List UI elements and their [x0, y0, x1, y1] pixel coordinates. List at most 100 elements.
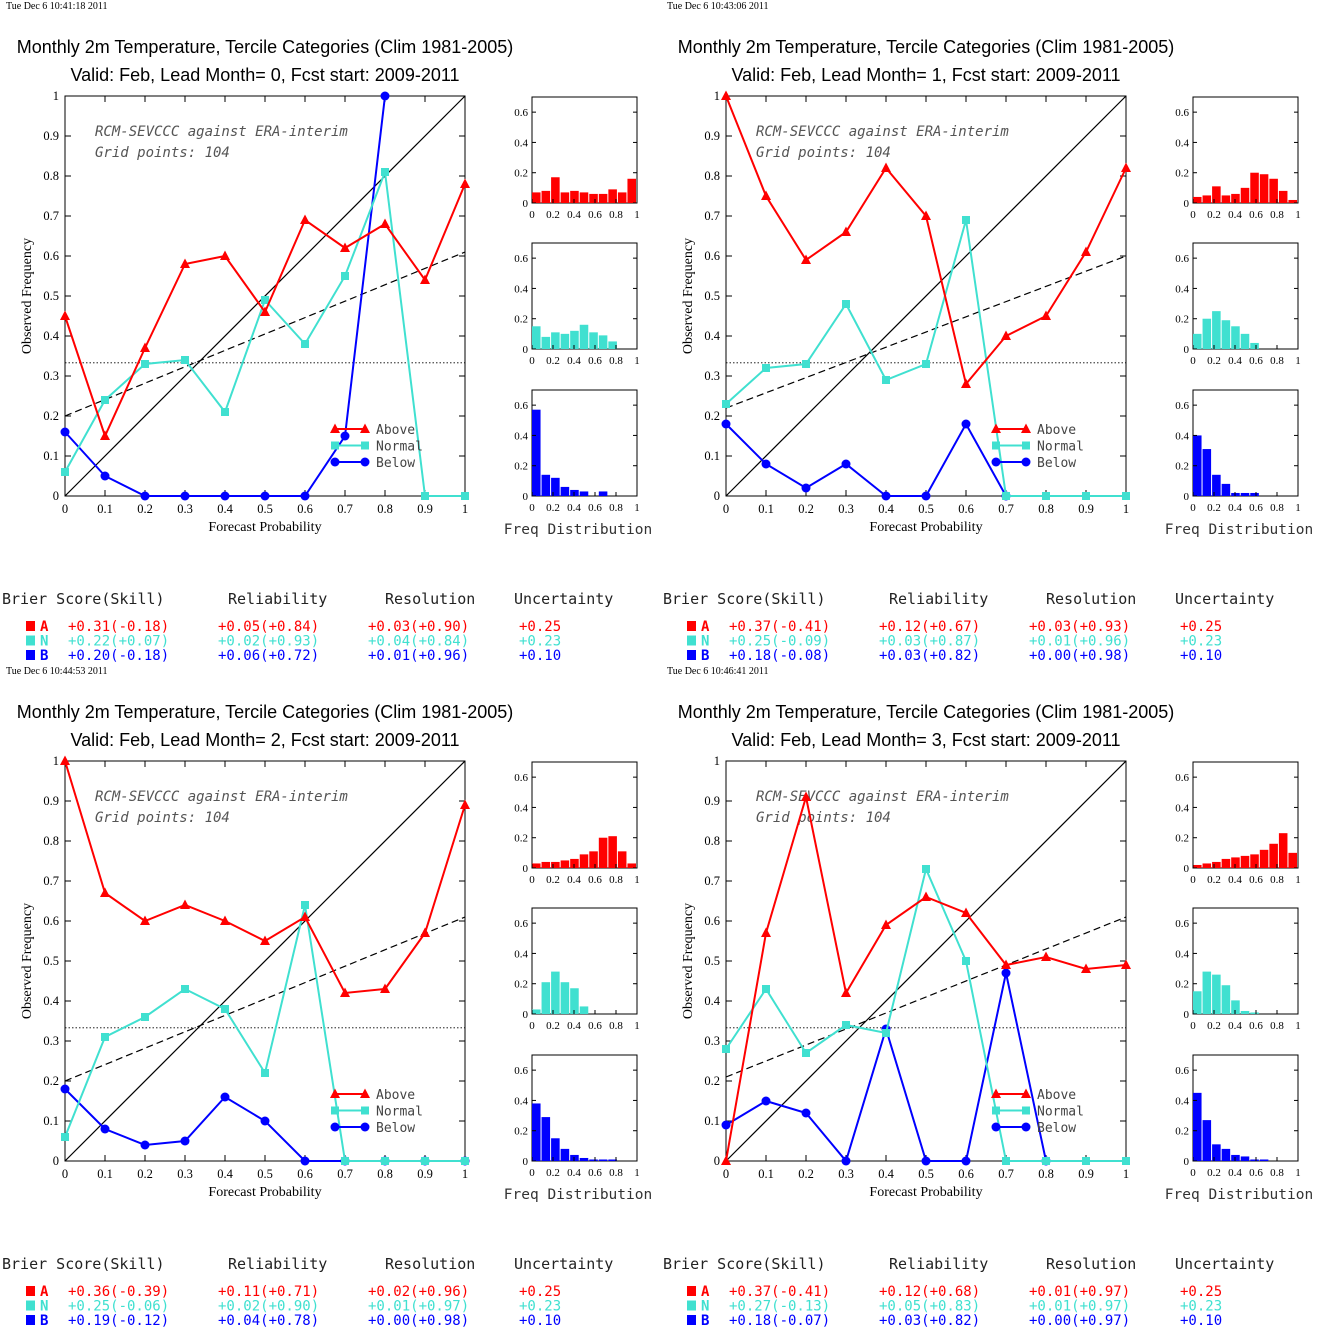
resolution-score: +0.00(+0.98) [1029, 648, 1130, 664]
y-tick-label: 0.9 [43, 794, 59, 808]
hist-x-tick-label: 0.4 [1228, 874, 1242, 886]
histogram-bar [627, 863, 636, 868]
annotation-source: RCM-SEVCCC against ERA-interim [756, 789, 1009, 805]
x-tick-label: 1 [462, 1167, 468, 1181]
score-swatch-a [26, 621, 35, 631]
histogram-bar [1193, 435, 1202, 496]
hist-y-tick-label: 0 [1184, 1009, 1190, 1021]
hist-x-tick-label: 0 [529, 1020, 535, 1032]
hist-x-tick-label: 0.8 [609, 1167, 623, 1179]
uncertainty-score: +0.25 [519, 619, 561, 635]
x-tick-label: 1 [1123, 1167, 1129, 1181]
hist-x-tick-label: 1 [1295, 1020, 1301, 1032]
reliability-score: +0.02(+0.90) [218, 1299, 319, 1315]
y-tick-label: 0.1 [43, 1114, 59, 1128]
histogram-caption: Freq Distribution [504, 1187, 652, 1203]
legend-marker-normal [1022, 441, 1030, 450]
y-tick-label: 1 [714, 754, 720, 768]
above-point [380, 218, 390, 228]
hist-y-tick-label: 0.2 [514, 168, 528, 180]
histogram-bar [1231, 193, 1240, 203]
y-tick-label: 0.2 [704, 1074, 720, 1088]
y-tick-label: 0.7 [43, 209, 59, 223]
x-tick-label: 0.1 [97, 1167, 113, 1181]
above-point [881, 919, 891, 929]
score-category: N [40, 1299, 48, 1315]
histogram-bar [1240, 187, 1250, 203]
normal-point [842, 1021, 850, 1029]
score-header: Brier Score(Skill) [663, 1255, 826, 1273]
y-tick-label: 0.3 [43, 1034, 59, 1048]
histogram-normal: 0 0.2 0.4 0.6 0 0.2 0.4 0.6 0.8 1 [514, 242, 640, 367]
normal-point [1082, 492, 1090, 500]
perfect-reliability-line [64, 760, 466, 1162]
hist-x-tick-label: 1 [1295, 355, 1301, 367]
histogram-bar [598, 335, 608, 349]
brier-score: +0.36(-0.39) [68, 1284, 169, 1300]
y-tick-label: 0.8 [704, 169, 720, 183]
histogram-frame [1192, 96, 1299, 204]
y-tick-label: 0.6 [704, 249, 720, 263]
histogram-bar [589, 851, 598, 868]
histogram-bar [1240, 1156, 1250, 1161]
legend-marker-below [991, 457, 1001, 467]
legend-label-above: Above [1037, 423, 1076, 438]
histogram-bar [551, 177, 560, 203]
above-point [420, 927, 430, 937]
y-tick-label: 1 [714, 89, 720, 103]
below-point [881, 491, 891, 501]
y-axis-label: Observed Frequency [681, 238, 696, 354]
hist-x-tick-label: 0.4 [567, 874, 581, 886]
score-header: Resolution [1046, 590, 1136, 608]
score-header: Uncertainty [1175, 590, 1274, 608]
above-point [921, 891, 931, 901]
x-tick-label: 0.2 [137, 502, 153, 516]
hist-x-tick-label: 0.2 [1207, 209, 1221, 221]
y-tick-label: 0 [714, 489, 720, 503]
histogram-bar [532, 326, 541, 349]
y-tick-label: 0.2 [43, 1074, 59, 1088]
x-tick-label: 0.6 [297, 1167, 313, 1181]
normal-point [301, 340, 309, 348]
histogram-bar [1231, 326, 1240, 349]
histogram-bar [608, 341, 617, 349]
normal-point [221, 1005, 229, 1013]
histogram-below: 0 0.2 0.4 0.6 0 0.2 0.4 0.6 0.8 1 [514, 1054, 640, 1179]
x-axis-label: Forecast Probability [208, 520, 321, 535]
hist-x-tick-label: 0.4 [567, 355, 581, 367]
resolution-score: +0.01(+0.97) [1029, 1284, 1130, 1300]
x-tick-label: 0.9 [1078, 502, 1094, 516]
normal-point [722, 400, 730, 408]
no-skill-line [725, 916, 1127, 1078]
x-tick-label: 1 [462, 502, 468, 516]
hist-x-tick-label: 0.6 [588, 1167, 602, 1179]
reliability-score: +0.03(+0.82) [879, 1313, 980, 1329]
x-axis-label: Forecast Probability [869, 520, 982, 535]
score-swatch-b [26, 1315, 35, 1325]
above-point [721, 1155, 731, 1165]
y-tick-label: 0.8 [43, 169, 59, 183]
histogram-below: 0 0.2 0.4 0.6 0 0.2 0.4 0.6 0.8 1 [1175, 1054, 1301, 1179]
hist-y-tick-label: 0.2 [1175, 314, 1189, 326]
reliability-diagram: 00 0.1 0.1 0.2 0.2 0.3 0.3 0.4 0.4 0.5 0.5 0.6 0.6 0.… [20, 89, 470, 535]
histogram-bar [570, 190, 579, 203]
uncertainty-score: +0.23 [519, 634, 561, 650]
histogram-bar [1259, 174, 1269, 203]
above-point [100, 887, 110, 897]
histogram-bar [551, 861, 560, 868]
reliability-score: +0.03(+0.82) [879, 648, 980, 664]
above-point [1121, 959, 1131, 969]
x-tick-label: 0.9 [1078, 1167, 1094, 1181]
hist-x-tick-label: 1 [634, 209, 640, 221]
legend-marker-normal [1022, 1106, 1030, 1115]
hist-x-tick-label: 0 [1190, 874, 1196, 886]
resolution-score: +0.02(+0.96) [368, 1284, 469, 1300]
above-point [1001, 330, 1011, 340]
below-point [1001, 968, 1011, 978]
histogram-bar [1202, 971, 1212, 1014]
score-header: Reliability [889, 590, 988, 608]
x-tick-label: 0.2 [798, 502, 814, 516]
normal-point [61, 468, 69, 476]
hist-y-tick-label: 0.2 [1175, 833, 1189, 845]
